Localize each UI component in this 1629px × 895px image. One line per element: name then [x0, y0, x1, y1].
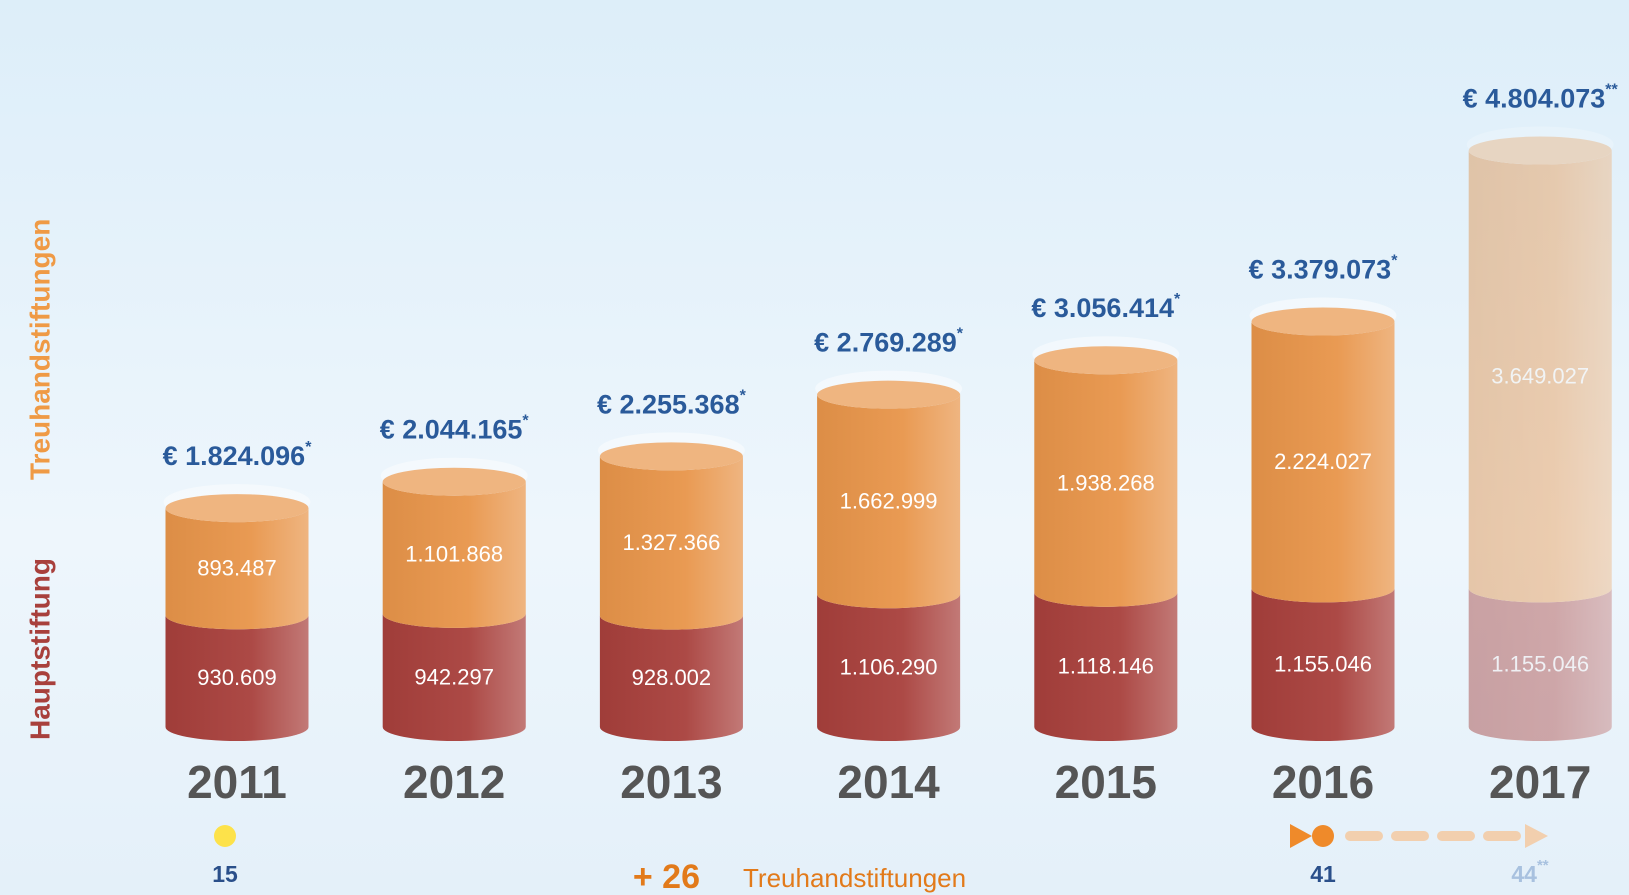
total-label: € 4.804.073** — [1463, 82, 1619, 114]
value-label: 1.101.868 — [405, 542, 503, 567]
value-label: 1.155.046 — [1274, 652, 1372, 677]
value-label: 3.649.027 — [1491, 363, 1589, 388]
x-tick-label: 2016 — [1272, 756, 1374, 808]
cylinder: 928.002 1.327.366 — [598, 432, 745, 741]
x-tick-label: 2017 — [1489, 756, 1591, 808]
cylinder-top — [166, 494, 309, 522]
total-label: € 2.044.165* — [380, 413, 530, 445]
total-mark: * — [522, 413, 529, 430]
total-label: € 3.056.414 — [1031, 293, 1174, 323]
timeline-label: Treuhandstiftungen — [743, 863, 966, 893]
x-tick-label: 2012 — [403, 756, 505, 808]
value-label: 893.487 — [197, 556, 277, 581]
value-label: 1.938.268 — [1057, 470, 1155, 495]
value-label: 1.662.999 — [840, 488, 938, 513]
total-label: € 2.255.368* — [597, 388, 747, 420]
value-label: 1.106.290 — [840, 654, 938, 679]
cylinder: 1.155.046 2.224.027 — [1250, 298, 1397, 741]
total-label: € 3.056.414* — [1031, 291, 1181, 323]
x-tick-label: 2011 — [187, 756, 287, 808]
timeline-label: 15 — [212, 861, 238, 887]
cylinder: 930.609 893.487 — [164, 484, 311, 741]
total-label: € 2.044.165 — [380, 415, 523, 445]
value-label: 1.327.366 — [622, 530, 720, 555]
total-label: € 2.255.368 — [597, 389, 740, 419]
timeline-mark: ** — [1537, 857, 1549, 874]
x-tick-label: 2015 — [1055, 756, 1157, 808]
timeline-label: 44 — [1511, 861, 1537, 887]
timeline-label: + 26 — [633, 858, 700, 895]
value-label: 2.224.027 — [1274, 449, 1372, 474]
total-mark: * — [305, 439, 312, 456]
total-mark: * — [1174, 291, 1181, 308]
series-label: Treuhandstiftungen — [24, 219, 55, 480]
cylinder-top — [383, 468, 526, 496]
value-label: 1.118.146 — [1058, 654, 1154, 679]
total-label: € 1.824.096 — [163, 441, 306, 471]
total-label: € 2.769.289* — [814, 326, 964, 358]
value-label: 1.155.046 — [1491, 652, 1589, 677]
total-label: € 3.379.073* — [1249, 253, 1399, 285]
cylinder-top — [1469, 137, 1612, 165]
total-mark: ** — [1605, 82, 1618, 99]
total-label: € 2.769.289 — [814, 328, 957, 358]
value-label: 928.002 — [632, 665, 712, 690]
cylinder: 1.155.046 3.649.027 — [1467, 127, 1614, 741]
total-label: € 1.824.096* — [163, 439, 313, 471]
cylinder: 1.118.146 1.938.268 — [1032, 336, 1179, 741]
total-mark: * — [1391, 253, 1398, 270]
value-label: 930.609 — [197, 665, 277, 690]
series-label: Hauptstiftung — [24, 558, 55, 740]
cylinder-top — [1034, 346, 1177, 374]
timeline-dot — [1312, 825, 1334, 847]
cylinder: 942.297 1.101.868 — [381, 458, 528, 741]
cylinder-top — [1252, 308, 1395, 336]
chart: Hauptstiftung Treuhandstiftungen 15 + 26… — [0, 0, 1629, 895]
value-label: 942.297 — [414, 664, 494, 689]
total-mark: * — [740, 388, 747, 405]
total-label: € 4.804.073 — [1463, 84, 1606, 114]
total-mark: * — [957, 326, 964, 343]
cylinder: 1.106.290 1.662.999 — [815, 371, 962, 741]
x-tick-label: 2013 — [620, 756, 722, 808]
cylinder-top — [600, 442, 743, 470]
timeline-label: 41 — [1310, 861, 1336, 887]
total-label: € 3.379.073 — [1249, 255, 1392, 285]
x-tick-label: 2014 — [837, 756, 940, 808]
cylinder-top — [817, 381, 960, 409]
timeline-dot — [214, 825, 236, 847]
